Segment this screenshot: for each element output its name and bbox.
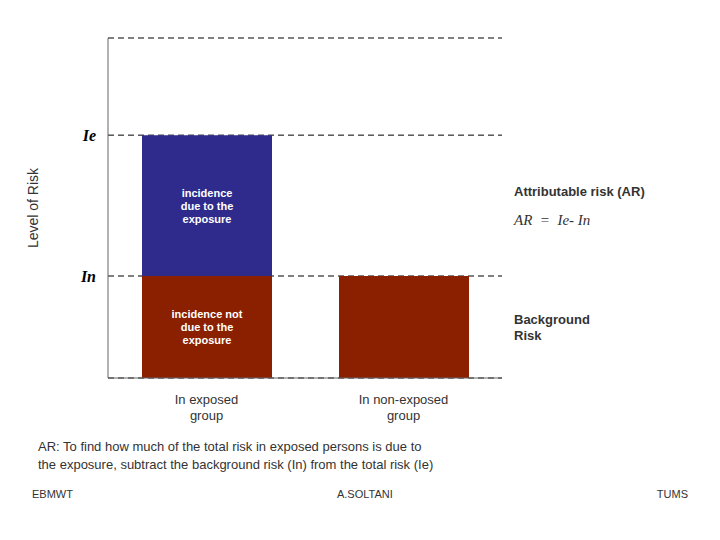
svg-text:Ie: Ie	[82, 127, 96, 144]
svg-text:In exposedgroup: In exposedgroup	[175, 392, 239, 423]
svg-text:incidence notdue to theexposur: incidence notdue to theexposure	[172, 308, 243, 346]
svg-text:In: In	[80, 268, 96, 285]
svg-text:Attributable risk (AR): Attributable risk (AR)	[514, 184, 645, 199]
html-text:TUMS: TUMS	[656, 488, 688, 500]
svg-text:AR = Ie- In: AR = Ie- In	[513, 212, 590, 228]
svg-text:BackgroundRisk: BackgroundRisk	[514, 312, 590, 343]
html-text:the exposure, subtract the bac: the exposure, subtract the background ri…	[38, 457, 434, 472]
html-text:AR: To find how much of the to: AR: To find how much of the total risk i…	[38, 439, 422, 454]
svg-text:Level of Risk: Level of Risk	[25, 167, 41, 248]
svg-text:In non-exposedgroup: In non-exposedgroup	[359, 392, 449, 423]
html-text:A.SOLTANI: A.SOLTANI	[337, 488, 393, 500]
html-text:EBMWT: EBMWT	[32, 488, 73, 500]
svg-text:incidencedue to theexposure: incidencedue to theexposure	[181, 187, 234, 225]
